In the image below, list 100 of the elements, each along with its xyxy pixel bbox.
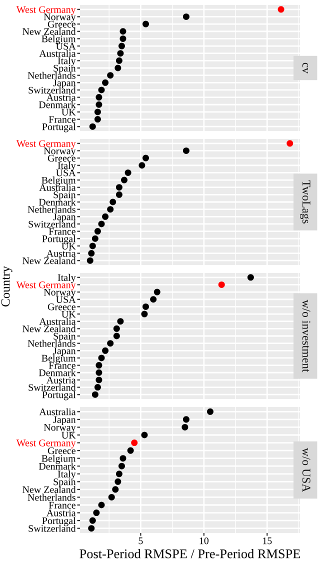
y-tick-label: Denmark [38,462,76,470]
y-tick-label: UK [62,310,76,318]
point [138,162,146,169]
point [124,169,132,176]
y-tick-label: Portugal [42,235,76,244]
y-tick-label: USA [56,42,76,50]
y-tick-label: New Zealand [22,28,76,35]
point [92,235,98,242]
point [94,228,101,235]
point [118,462,125,470]
y-tick-label: Portugal [42,517,76,526]
point [89,242,96,250]
point [142,20,150,28]
y-tick-label: Japan [53,348,76,356]
point [113,332,120,340]
y-tick-label: Australia [39,184,76,191]
y-tick-label: Switzerland [28,524,76,532]
point [182,13,190,20]
y-tick-label: Denmark [38,369,76,376]
y-tick-label: Switzerland [28,86,76,94]
y-tick-label: Norway [44,288,76,298]
y-tick-label: Belgium [42,454,76,464]
point [116,191,122,198]
y-tick-label: Norway [44,148,76,156]
point [114,64,122,72]
point [89,517,96,524]
text: TwoLags [300,180,310,224]
y-tick-label: West Germany [16,6,76,16]
point [88,250,95,257]
y-tick-label: Italy [58,470,76,480]
point [182,147,190,154]
text: cv [302,62,308,74]
y-tick-label: Japan [53,214,76,222]
point [154,288,160,296]
point [141,310,148,318]
y-tick-label: Netherlands [28,340,76,347]
y-tick-label: France [48,228,76,235]
y-tick-label: Austria [46,376,76,384]
y-tick-label: Greece [48,154,76,162]
y-tick-label: West Germany [16,440,76,448]
y-tick-label: Italy [58,274,76,284]
y-tick-label: Australia [39,50,76,57]
y-tick-label: Portugal [42,123,76,132]
point [107,72,114,79]
point [118,42,125,50]
y-tick-label: Switzerland [28,220,76,228]
y-tick-label: Spain [54,478,76,488]
y-tick-label: West Germany [16,140,76,150]
point [142,154,150,162]
y-tick-label: Belgium [42,354,76,364]
y-tick-label: Netherlands [28,206,76,213]
y-tick-label: Greece [48,447,76,454]
y-tick-label: France [48,502,76,509]
y-tick-label: Australia [39,408,76,416]
text: w/o USA [302,448,310,492]
text: w/o investment [302,300,310,372]
y-tick-label: Italy [58,57,76,66]
y-tick-label: Belgium [42,35,76,44]
y-tick-label: Denmark [38,101,76,108]
point [117,318,124,325]
y-tick-label: USA [56,170,76,176]
y-tick-label: New Zealand [22,257,76,264]
point [88,525,95,532]
y-tick-label: Belgium [42,176,76,186]
point [89,123,96,130]
point [120,28,126,35]
y-tick-label: West Germany [16,282,76,290]
point [206,408,214,415]
point [120,455,126,462]
y-tick-label: Portugal [42,391,76,400]
point [108,494,115,500]
y-tick-label: France [48,362,76,369]
point [150,296,157,303]
point [120,176,128,184]
point [116,57,122,64]
point [102,347,109,354]
y-tick-label: Netherlands [28,494,76,501]
point [102,213,109,220]
y-tick-label: Japan [53,416,76,426]
y-tick-label: Austria [46,94,76,101]
y-tick-label: Norway [44,424,76,433]
point [94,116,101,123]
point [182,416,190,423]
point [142,303,150,310]
y-tick-label: Spain [54,332,76,342]
y-tick-label: UK [62,432,76,439]
point [102,79,109,86]
point [112,486,119,493]
point [127,447,134,454]
y-axis-title: Country [1,266,12,306]
point [114,478,122,485]
x-tick-label: 15 [263,538,272,544]
y-tick-label: Denmark [38,198,76,206]
y-tick-label: UK [62,242,76,250]
y-tick-label: New Zealand [22,325,76,332]
point [247,274,254,281]
point [92,391,98,398]
point [131,440,138,446]
point [182,424,188,430]
y-tick-label: Austria [46,510,76,516]
